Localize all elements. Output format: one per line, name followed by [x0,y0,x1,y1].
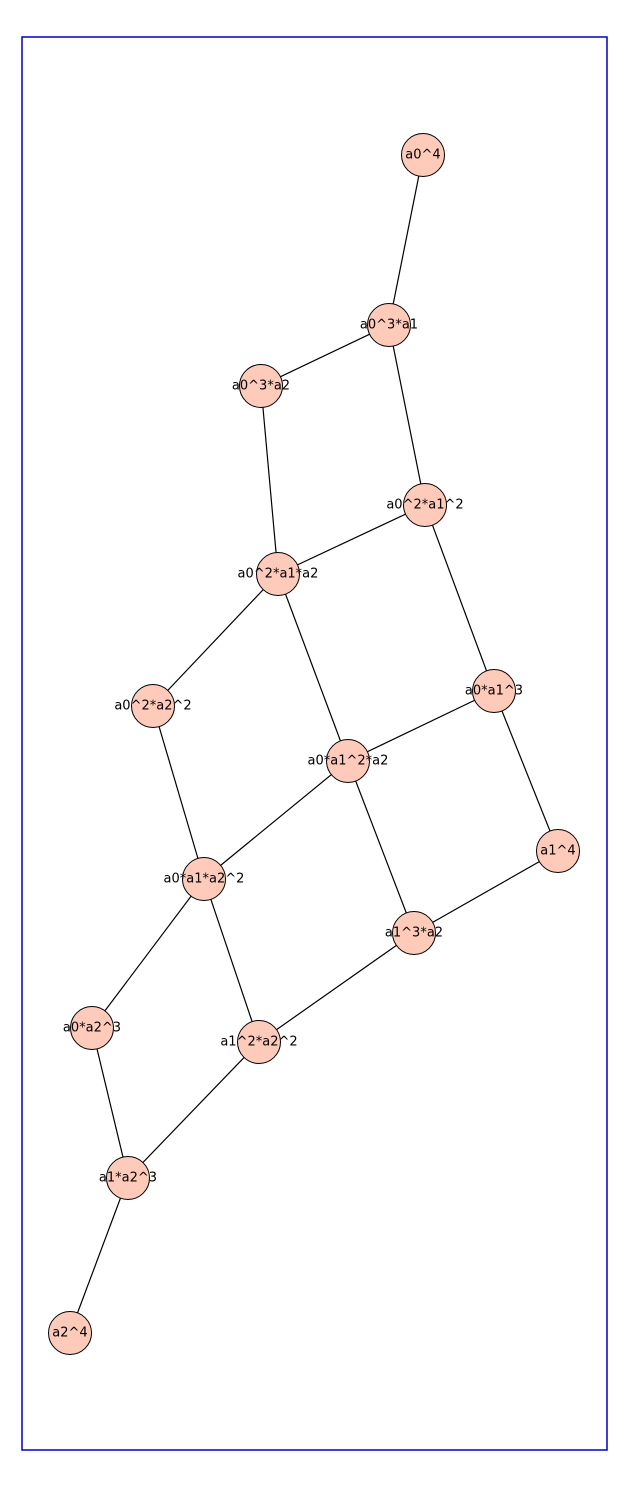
node-circle [367,303,411,347]
graph-node-a0-a1-a2p2: a0*a1*a2^2 [164,857,245,901]
node-circle [237,1020,281,1064]
node-label: a2^4 [52,1326,87,1341]
node-circle [48,1311,92,1355]
node-label: a0*a2^3 [63,1021,121,1036]
node-circle [392,911,436,955]
graph-node-a0p3-a2: a0^3*a2 [232,364,290,408]
edge-a0-a1-a2p2--a1p2-a2p2 [203,878,260,1043]
node-label: a0^3*a2 [232,379,290,394]
graph-node-a1p3-a2: a1^3*a2 [385,911,443,955]
graph-node-a0-a1p3: a0*a1^3 [465,669,523,713]
node-circle [403,483,447,527]
edge-a0-a1-a2p2--a0-a2p3 [91,878,205,1029]
graph-node-a0p2-a1p2: a0^2*a1^2 [386,483,464,527]
edge-a0p2-a2p2--a0-a1-a2p2 [152,705,205,880]
graph-node-a1-a2p3: a1*a2^3 [99,1156,157,1200]
node-label: a1*a2^3 [99,1171,157,1186]
node-label: a0^2*a1*a2 [238,567,319,582]
node-label: a0^2*a1^2 [386,498,463,513]
graph-node-a1p4: a1^4 [536,829,580,873]
node-circle [256,552,300,596]
graph-node-a1p2-a2p2: a1^2*a2^2 [220,1020,298,1064]
graph-node-a0p3-a1: a0^3*a1 [360,303,418,347]
edge-a0p2-a1-a2--a0p2-a2p2 [152,573,279,707]
edge-a0p2-a1p2--a0-a1p3 [424,504,495,692]
edge-a0p3-a1--a0p3-a2 [260,324,390,387]
edge-a1p2-a2p2--a1-a2p3 [127,1041,260,1179]
node-circle [239,364,283,408]
edge-a1p3-a2--a1p2-a2p2 [258,932,415,1043]
graph-node-a0p2-a1-a2: a0^2*a1*a2 [238,552,319,596]
edge-a0-a1p3--a1p4 [493,690,559,852]
node-label: a1^3*a2 [385,926,443,941]
node-circle [326,739,370,783]
edge-a0-a1p3--a0-a1p2-a2 [347,690,495,762]
edge-a0-a2p3--a1-a2p3 [91,1027,129,1179]
node-circle [131,684,175,728]
node-label: a0^2*a2^2 [114,699,191,714]
plot-frame [21,36,608,1451]
edge-a0p2-a1-a2--a0-a1p2-a2 [277,573,349,762]
graph-node-a0p2-a2p2: a0^2*a2^2 [114,684,192,728]
edge-a0-a1p2-a2--a1p3-a2 [347,760,415,934]
node-circle [182,857,226,901]
node-circle [401,133,445,177]
edge-a0p3-a1--a0p2-a1p2 [388,324,426,506]
node-layer: a0^4 a0^3*a1 a0^3*a2 a0^2*a1^2 a0^2*a1*a2 a0^… [48,133,580,1355]
node-label: a1^2*a2^2 [220,1035,297,1050]
node-circle [472,669,516,713]
edge-a0p4--a0p3-a1 [388,154,424,326]
node-label: a0^3*a1 [360,318,418,333]
edge-a0p2-a1p2--a0p2-a1-a2 [277,504,426,575]
node-label: a0*a1*a2^2 [164,872,245,887]
node-label: a0*a1^2*a2 [308,754,389,769]
edge-a1-a2p3--a2p4 [69,1177,129,1334]
node-circle [106,1156,150,1200]
edge-a0p3-a2--a0p2-a1-a2 [260,385,279,575]
node-label: a0*a1^3 [465,684,523,699]
edge-a0-a1p2-a2--a0-a1-a2p2 [203,760,349,880]
graph-node-a0-a1p2-a2: a0*a1^2*a2 [308,739,389,783]
edge-layer [69,154,559,1334]
node-circle [70,1006,114,1050]
edge-a1p4--a1p3-a2 [413,850,559,934]
graph-node-a0-a2p3: a0*a2^3 [63,1006,121,1050]
node-label: a0^4 [405,148,440,163]
graph-node-a2p4: a2^4 [48,1311,92,1355]
node-label: a1^4 [540,844,575,859]
graph-node-a0p4: a0^4 [401,133,445,177]
node-circle [536,829,580,873]
